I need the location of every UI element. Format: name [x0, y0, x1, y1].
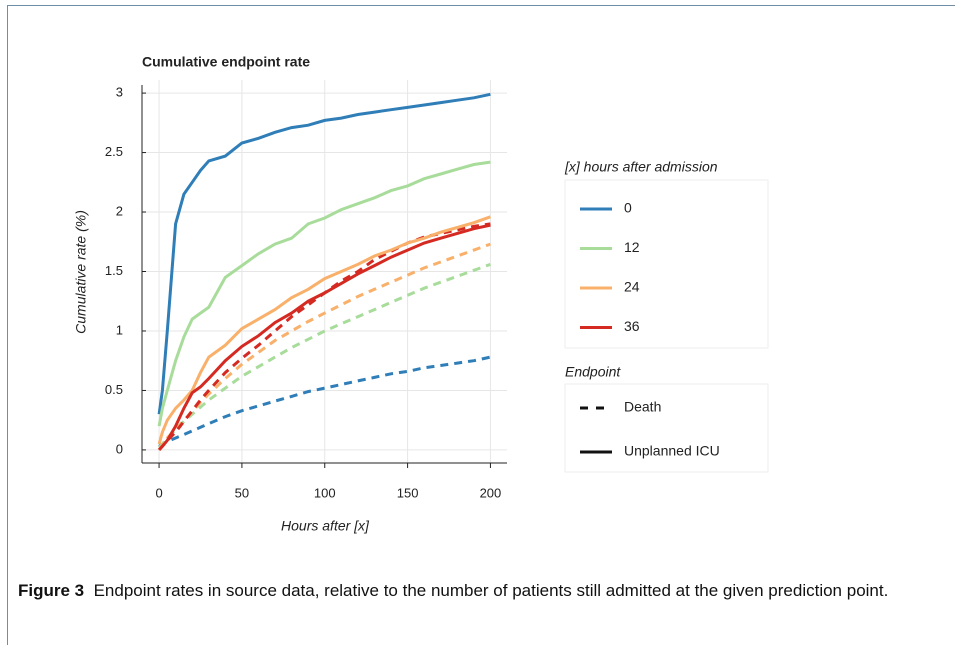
x-tick-label: 50 [235, 485, 249, 500]
x-tick-label: 100 [314, 485, 336, 500]
figure-frame [7, 5, 955, 645]
y-axis-label: Cumulative rate (%) [73, 210, 89, 334]
legend-label: Death [624, 399, 661, 415]
death-line [157, 222, 491, 451]
icu-line [157, 92, 491, 415]
y-tick-label: 3 [116, 85, 123, 100]
y-tick-label: 0 [116, 441, 123, 456]
x-tick-label: 0 [155, 485, 162, 500]
caption-label: Figure 3 [18, 581, 85, 600]
y-tick-label: 2.5 [105, 144, 123, 159]
y-tick-label: 1.5 [105, 263, 123, 278]
death-line [158, 355, 491, 448]
x-tick-label: 200 [480, 485, 502, 500]
legend-label: 36 [624, 318, 640, 334]
caption: Figure 3 Endpoint rates in source data, … [18, 579, 943, 602]
legend-label: Unplanned ICU [624, 443, 720, 459]
caption-text: Endpoint rates in source data, relative … [93, 581, 889, 600]
chart: Cumulative endpoint rate Hours after [x]… [73, 54, 769, 534]
death-line [157, 242, 491, 451]
legend-label: 24 [624, 279, 640, 295]
legend-box [564, 383, 769, 473]
chart-title: Cumulative endpoint rate [142, 54, 310, 70]
legend-title: Endpoint [565, 364, 621, 380]
legend-label: 12 [624, 239, 640, 255]
y-tick-label: 2 [116, 203, 123, 218]
icu-line [157, 160, 491, 427]
x-tick-label: 150 [397, 485, 419, 500]
icu-line [157, 223, 491, 451]
legend-title: [x] hours after admission [564, 159, 718, 175]
x-axis-label: Hours after [x] [281, 518, 370, 534]
icu-line [157, 215, 491, 445]
legend-box [564, 179, 769, 349]
legend-label: 0 [624, 200, 632, 216]
death-line [158, 262, 491, 449]
y-tick-label: 1 [116, 322, 123, 337]
y-tick-label: 0.5 [105, 382, 123, 397]
